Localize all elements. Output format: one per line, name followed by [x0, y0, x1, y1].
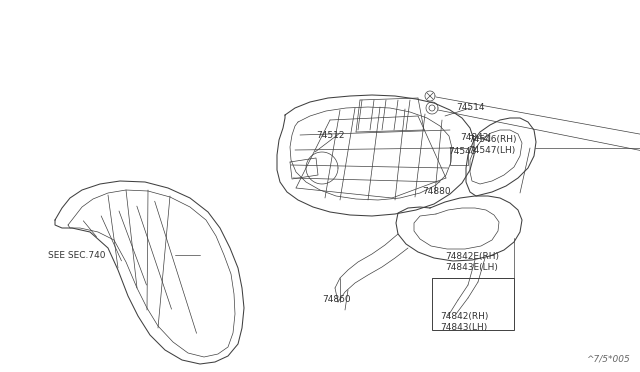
Text: 74842J: 74842J [460, 132, 491, 141]
Text: 74543: 74543 [448, 148, 477, 157]
Text: SEE SEC.740: SEE SEC.740 [48, 250, 106, 260]
Text: 74880: 74880 [422, 187, 451, 196]
Text: 74860: 74860 [322, 295, 351, 305]
Text: ^7/5*005: ^7/5*005 [586, 355, 630, 364]
Bar [432, 278, 514, 330]
Text: 74514: 74514 [456, 103, 484, 112]
Text: 74512: 74512 [316, 131, 344, 140]
Text: 74546(RH)
74547(LH): 74546(RH) 74547(LH) [468, 135, 516, 155]
Text: 74842E(RH)
74843E(LH): 74842E(RH) 74843E(LH) [445, 252, 499, 272]
Text: 74842(RH)
74843(LH): 74842(RH) 74843(LH) [440, 312, 488, 332]
